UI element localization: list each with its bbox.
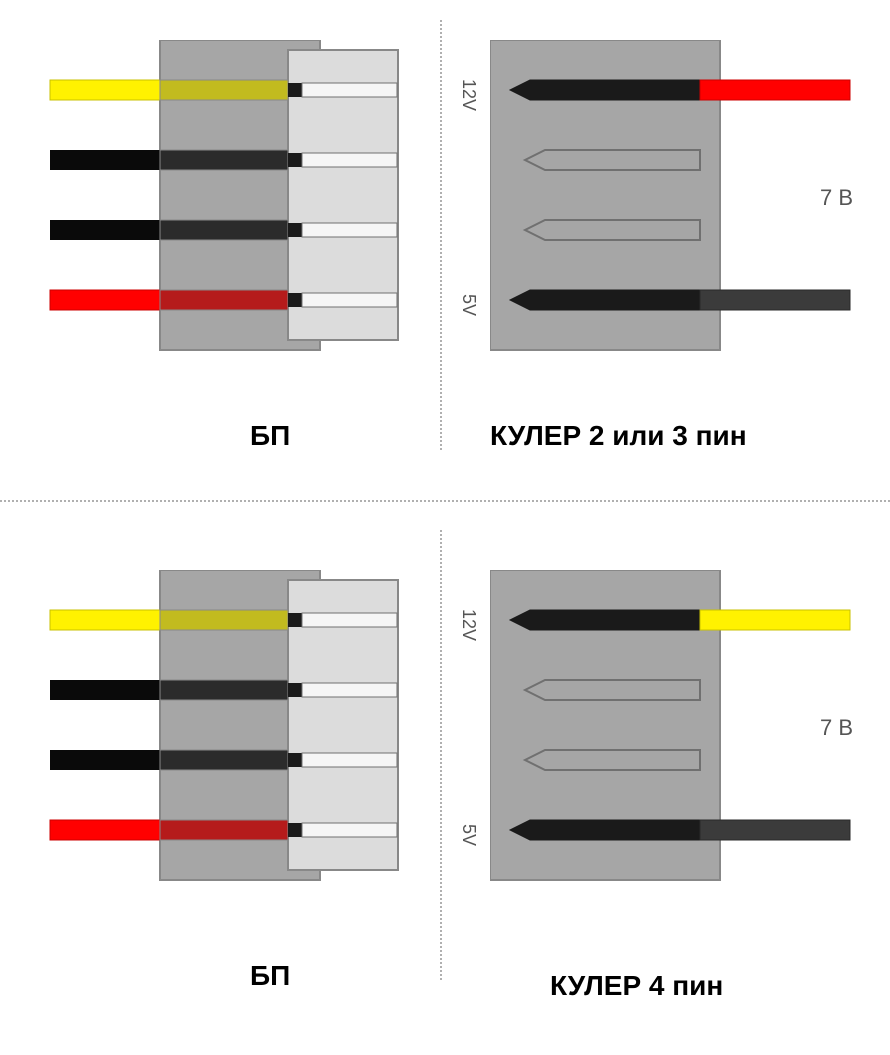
- cooler-label-top: КУЛЕР 2 или 3 пин: [490, 420, 747, 452]
- panel-bottom: 12V 5V 7 В БП КУЛЕР 4 пин: [0, 500, 890, 1055]
- svg-text:5V: 5V: [459, 294, 478, 316]
- svg-text:12V: 12V: [459, 609, 478, 641]
- panel-top: 12V 5V 7 В БП КУЛЕР 2 или 3 пин: [0, 0, 890, 500]
- psu-connector-bottom: [20, 570, 440, 900]
- cooler-label-bottom: КУЛЕР 4 пин: [550, 970, 723, 1002]
- vtag-12v-bottom: 12V: [448, 600, 478, 650]
- vtag-12v-top: 12V: [448, 70, 478, 120]
- vertical-separator-top: [440, 20, 442, 450]
- psu-label-top: БП: [250, 420, 290, 452]
- psu-label-bottom: БП: [250, 960, 290, 992]
- voltage-label-top: 7 В: [820, 185, 853, 211]
- svg-text:5V: 5V: [459, 824, 478, 846]
- vtag-5v-top: 5V: [448, 280, 478, 330]
- voltage-label-bottom: 7 В: [820, 715, 853, 741]
- vertical-separator-bottom: [440, 530, 442, 980]
- vtag-5v-bottom: 5V: [448, 810, 478, 860]
- psu-connector-top: [20, 40, 440, 370]
- svg-text:12V: 12V: [459, 79, 478, 111]
